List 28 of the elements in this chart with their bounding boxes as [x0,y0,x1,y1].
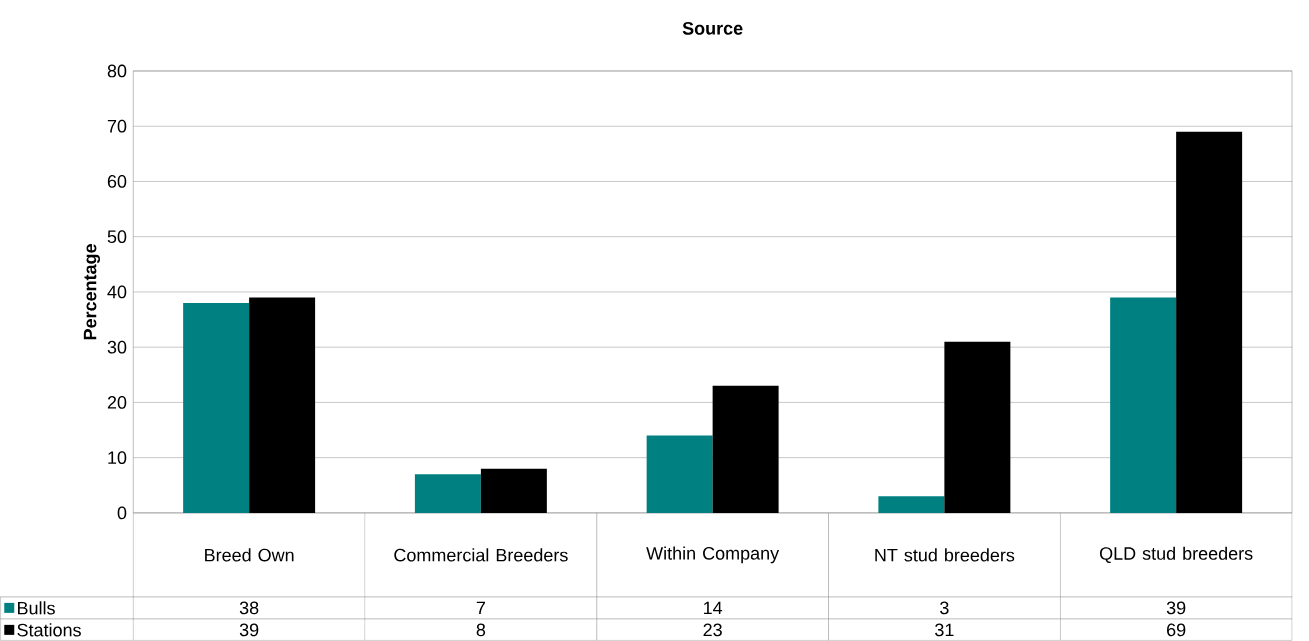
y-axis-title: Percentage [83,244,101,340]
data-label: 31 [935,623,954,637]
data-label: 7 [476,601,485,615]
y-tick-label: 60 [107,175,127,188]
y-tick-label: 80 [107,64,127,78]
y-tick-label: 0 [117,506,127,520]
legend-label: Bulls [18,601,55,615]
y-tick-label: 10 [108,451,127,465]
x-tick-label: NT stud breeders [875,548,1015,562]
y-tick-label: 50 [107,230,127,244]
data-label: 69 [1167,623,1186,637]
data-label: 14 [704,601,723,615]
data-label: 39 [1166,601,1186,615]
x-tick-label: Commercial Breeders [394,548,568,562]
legend-label: Stations [17,623,81,637]
y-tick-label: 70 [107,119,127,133]
data-label: 38 [239,601,259,615]
x-tick-label: QLD stud breeders [1099,546,1253,564]
y-tick-label: 30 [107,340,127,354]
data-label: 3 [940,601,949,615]
x-tick-label: Within Company [646,546,780,564]
data-label: 23 [703,623,722,637]
data-label: 39 [239,623,259,637]
y-tick-label: 20 [107,396,127,409]
x-tick-label: Breed Own [205,548,294,562]
data-label: 8 [476,623,486,637]
chart-title: Source [682,22,743,35]
y-tick-label: 40 [107,285,127,299]
